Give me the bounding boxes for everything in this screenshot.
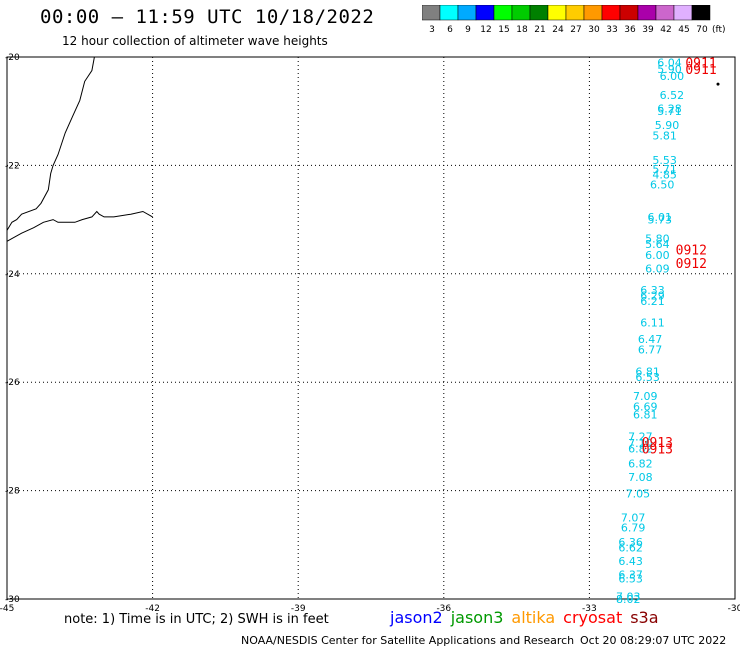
x-tick-label: -39 (291, 604, 306, 614)
satellite-legend: jason2 jason3 altika cryosat s3a (390, 608, 667, 627)
x-tick-label: -33 (582, 604, 597, 614)
legend-label: 30 (588, 25, 600, 35)
wave-height-label: 7.05 (626, 487, 651, 500)
wave-height-label: 8.02 (616, 593, 641, 606)
legend-label: 45 (678, 25, 689, 35)
wave-height-label: 5.81 (652, 130, 677, 143)
x-tick-label: -36 (436, 604, 451, 614)
y-tick-label: -26 (5, 378, 20, 388)
wave-height-label: 4.85 (652, 169, 677, 182)
wave-height-label: 6.69 (633, 401, 658, 414)
x-tick-label: -42 (145, 604, 160, 614)
wave-height-label: 7.27 (628, 430, 653, 443)
wave-height-label: 7.10 (628, 437, 653, 450)
credit-text: NOAA/NESDIS Center for Satellite Applica… (241, 634, 575, 647)
wave-height-label: 5.64 (645, 238, 670, 251)
wave-height-label: 6.21 (640, 295, 665, 308)
wave-height-label: 6.81 (633, 409, 658, 422)
wave-height-label: 6.36 (618, 536, 643, 549)
y-tick-label: -22 (5, 161, 20, 171)
y-tick-label: -28 (5, 487, 20, 497)
legend-label: 6 (447, 25, 453, 35)
y-tick-label: -24 (5, 270, 20, 280)
generated-timestamp: Oct 20 08:29:07 UTC 2022 (580, 634, 727, 647)
legend-label: 3 (429, 25, 435, 35)
satellite-label: s3a (630, 608, 659, 627)
wave-height-label: 6.00 (645, 249, 670, 262)
wave-height-label: 6.79 (621, 521, 646, 534)
wave-height-label: 5.90 (657, 63, 682, 76)
x-tick-label: -45 (0, 604, 14, 614)
wave-height-label: 6.43 (618, 555, 643, 568)
footer-note: note: 1) Time is in UTC; 2) SWH is in fe… (64, 612, 329, 627)
point-marker (716, 82, 720, 86)
wave-height-label: 5.73 (648, 214, 673, 227)
legend-label: 27 (570, 25, 581, 35)
legend-label: 15 (498, 25, 509, 35)
legend-label: 39 (642, 25, 654, 35)
wave-height-label: 6.29 (640, 289, 665, 302)
legend-label: 24 (552, 25, 564, 35)
wave-height-label: 6.11 (640, 317, 665, 330)
pass-time-label: 0911 (685, 63, 716, 78)
map-frame (6, 56, 736, 600)
wave-height-label: 6.62 (618, 542, 643, 555)
wave-height-label: 6.28 (657, 102, 682, 115)
pass-time-label: 0912 (676, 243, 707, 258)
pass-time-label: 0913 (642, 442, 673, 457)
wave-height-label: 5.90 (655, 119, 680, 132)
legend-label: 12 (480, 25, 491, 35)
satellite-label: altika (511, 608, 556, 627)
legend-label: 70 (696, 25, 708, 35)
legend-unit: (ft) (712, 25, 726, 35)
wave-height-label: 6.82 (628, 458, 653, 471)
wave-height-label: 7.07 (621, 512, 646, 525)
wave-height-label: 7.09 (633, 390, 658, 403)
legend-label: 33 (606, 25, 617, 35)
pass-time-label: 0911 (685, 56, 716, 71)
wave-height-label: 6.50 (650, 178, 675, 191)
satellite-label: cryosat (563, 608, 623, 627)
wave-height-label: 6.82 (628, 442, 653, 455)
page-title: 00:00 – 11:59 UTC 10/18/2022 (40, 6, 375, 28)
legend-label: 42 (660, 25, 671, 35)
legend-swatch (691, 5, 711, 21)
coastline (6, 210, 153, 242)
y-tick-label: -20 (5, 53, 20, 63)
wave-height-label: 5.71 (657, 105, 682, 118)
wave-height-label: 6.81 (635, 365, 660, 378)
y-tick-label: -30 (5, 595, 20, 605)
legend-label: 9 (465, 25, 471, 35)
wave-height-label: 6.77 (638, 344, 663, 357)
wave-height-label: 6.01 (648, 211, 673, 224)
wave-height-label: 6.53 (618, 572, 643, 585)
pass-time-label: 0913 (642, 436, 673, 451)
wave-height-label: 5.71 (652, 163, 677, 176)
satellite-label: jason2 (390, 608, 443, 627)
coastline (6, 56, 95, 231)
wave-height-label: 6.37 (618, 569, 643, 582)
wave-height-label: 6.47 (638, 333, 663, 346)
wave-height-label: 6.04 (657, 56, 682, 69)
satellite-label: jason3 (450, 608, 504, 627)
x-tick-label: -30 (728, 604, 740, 614)
wave-height-label: 6.53 (635, 371, 660, 384)
wave-height-label: 6.09 (645, 262, 670, 275)
wave-height-label: 5.80 (645, 233, 670, 246)
wave-height-label: 5.53 (652, 154, 677, 167)
page-subtitle: 12 hour collection of altimeter wave hei… (62, 34, 328, 48)
legend-label: 36 (624, 25, 636, 35)
wave-height-label: 6.52 (660, 89, 685, 102)
wave-height-label: 7.08 (628, 471, 653, 484)
wave-height-label: 6.33 (640, 284, 665, 297)
legend-label: 18 (516, 25, 528, 35)
legend-label: 21 (534, 25, 545, 35)
wave-height-label: 6.00 (660, 70, 685, 83)
color-legend: 3 6 9 12 15 18 21 24 27 30 33 36 39 42 45 70 (ft) (422, 5, 726, 35)
pass-time-label: 0912 (676, 257, 707, 272)
wave-height-label: 7.03 (616, 590, 641, 603)
